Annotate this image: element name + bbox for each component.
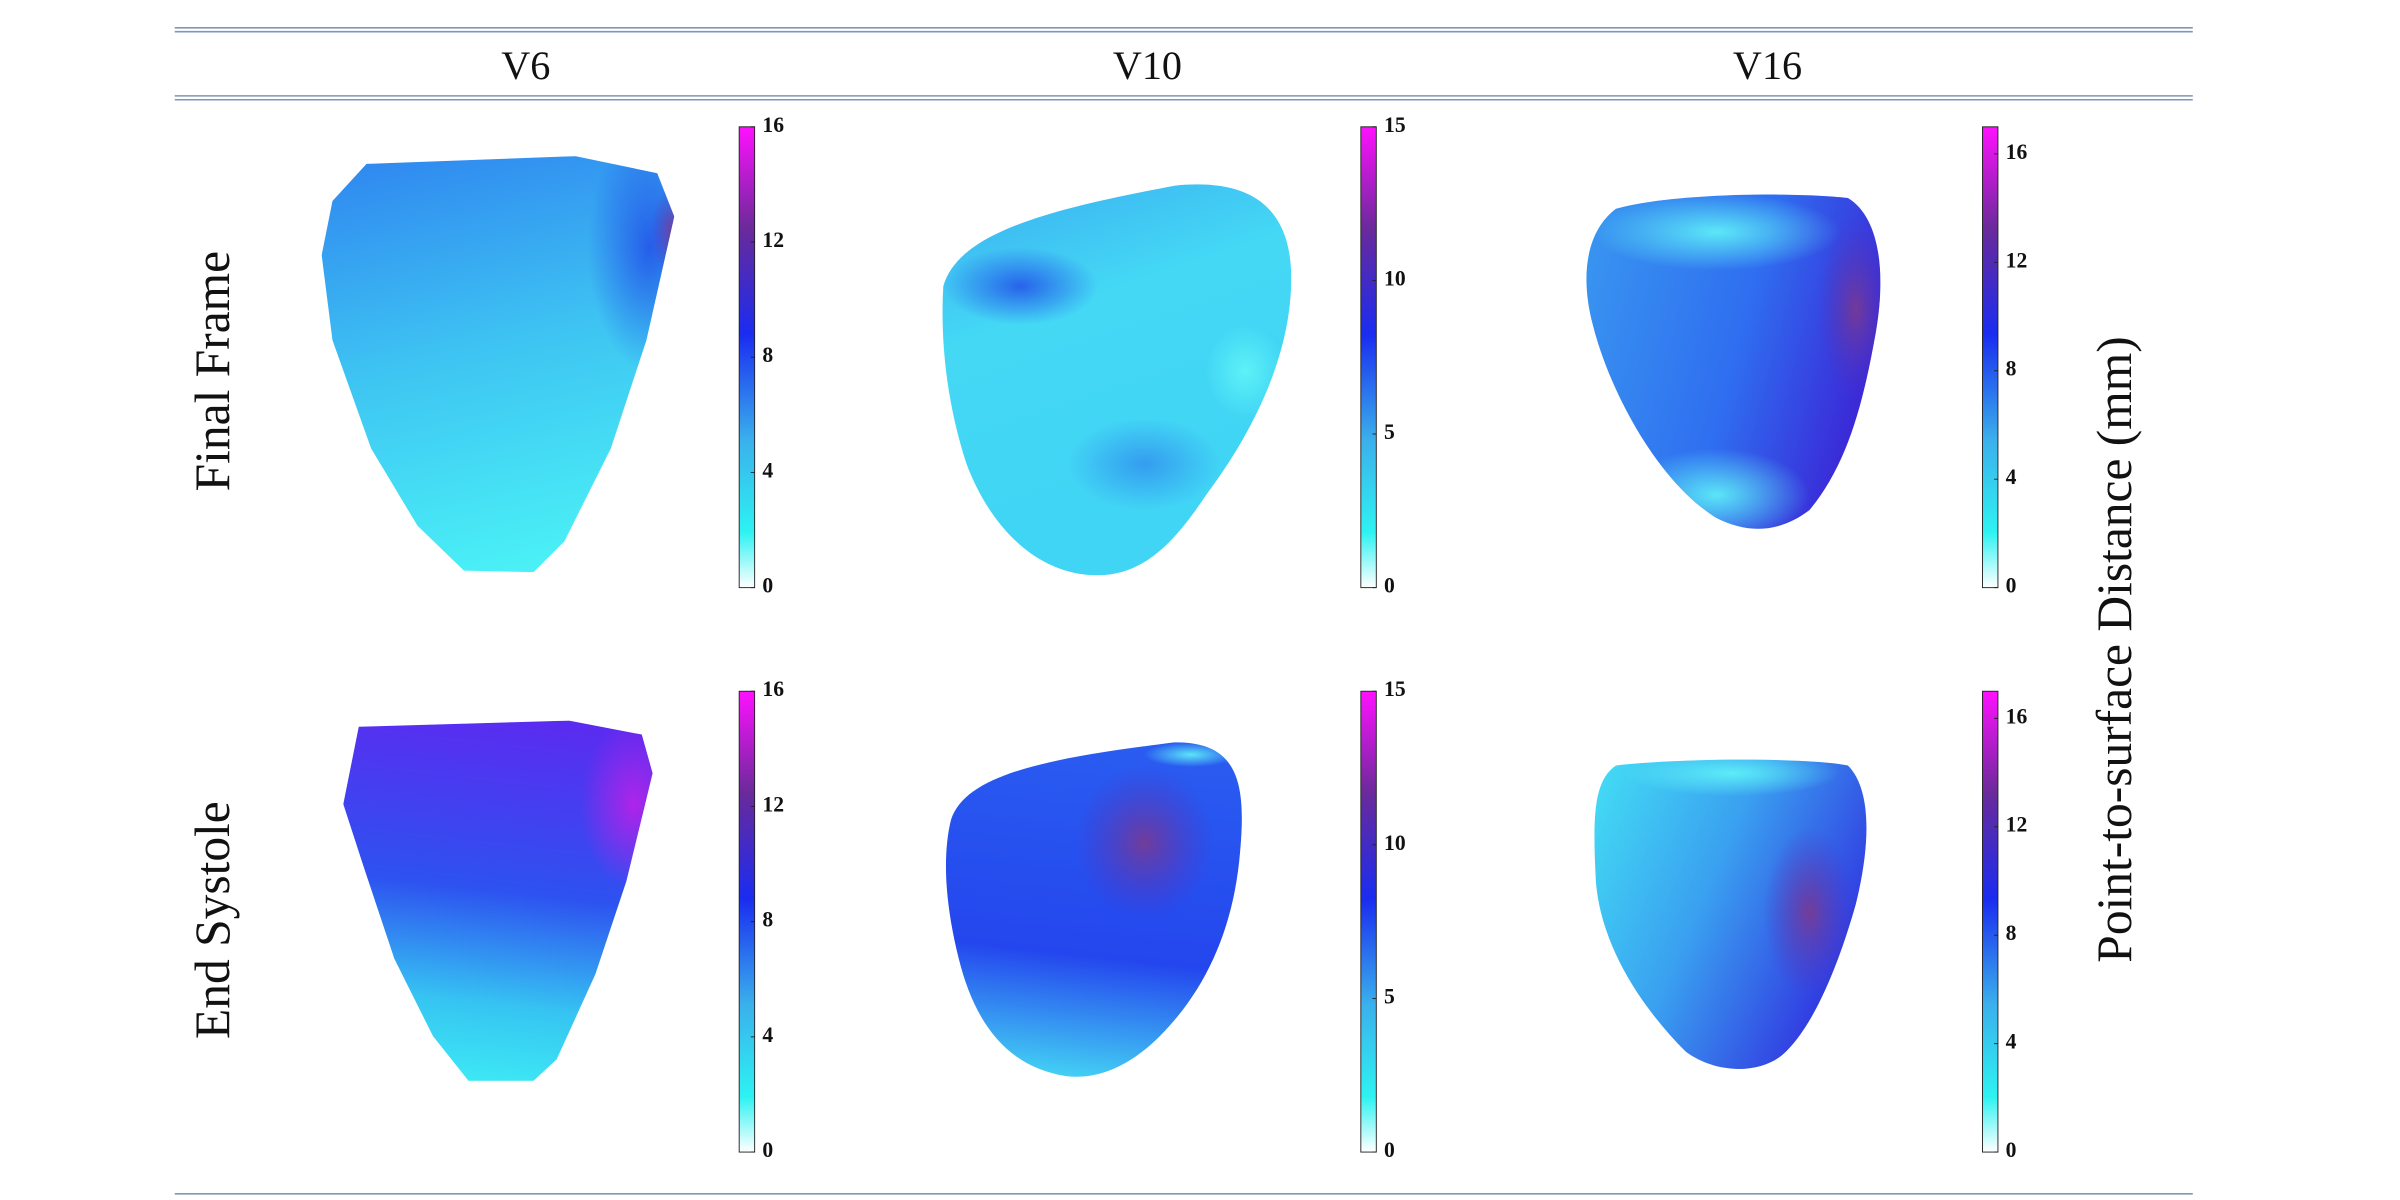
column-header: V16	[1733, 43, 1802, 88]
figure-body: V6 V10 V16 Final Frame End Systole Point-to-s…	[174, 27, 2193, 1195]
colorbar	[1982, 126, 1999, 589]
tick-label: 12	[2006, 248, 2028, 272]
tick-label: 16	[2006, 704, 2028, 728]
tick-label: 5	[1384, 420, 1395, 444]
tick-label: 10	[1384, 831, 1406, 855]
tick-label: 12	[2006, 813, 2028, 837]
tick-label: 4	[2006, 465, 2017, 489]
row-label: Final Frame	[185, 251, 240, 491]
heart-surface	[1594, 759, 1867, 1069]
tick-label: 0	[1384, 574, 1395, 598]
tick-label: 16	[2006, 140, 2028, 164]
tick-label: 0	[762, 574, 773, 598]
tick-label: 0	[762, 1138, 773, 1162]
heart-surface	[321, 156, 675, 573]
column-header: V10	[1113, 43, 1182, 88]
row-label: End Systole	[185, 801, 240, 1039]
tick-label: 12	[762, 792, 784, 816]
tick-label: 4	[762, 458, 773, 482]
tick-label: 8	[762, 908, 773, 932]
tick-label: 0	[1384, 1138, 1395, 1162]
heart-surface	[945, 742, 1242, 1077]
tick-label: 4	[2006, 1030, 2017, 1054]
tick-label: 15	[1384, 113, 1406, 137]
tick-label: 8	[762, 343, 773, 367]
colorbar	[1360, 690, 1377, 1153]
tick-label: 5	[1384, 984, 1395, 1008]
tick-label: 10	[1384, 266, 1406, 290]
tick-label: 12	[762, 228, 784, 252]
colorbar-label: Point-to-surface Distance (mm)	[2087, 336, 2142, 962]
heart-surface	[1586, 194, 1881, 529]
tick-label: 15	[1384, 677, 1406, 701]
tick-label: 0	[2006, 574, 2017, 598]
heart-surface	[942, 184, 1292, 576]
colorbar	[1982, 690, 1999, 1153]
tick-label: 8	[2006, 357, 2017, 381]
colorbar	[1360, 126, 1377, 589]
tick-label: 0	[2006, 1138, 2017, 1162]
heart-surface	[343, 720, 653, 1081]
column-header: V6	[501, 43, 550, 88]
tick-label: 16	[762, 677, 784, 701]
tick-label: 4	[762, 1023, 773, 1047]
tick-label: 16	[762, 113, 784, 137]
tick-label: 8	[2006, 921, 2017, 945]
